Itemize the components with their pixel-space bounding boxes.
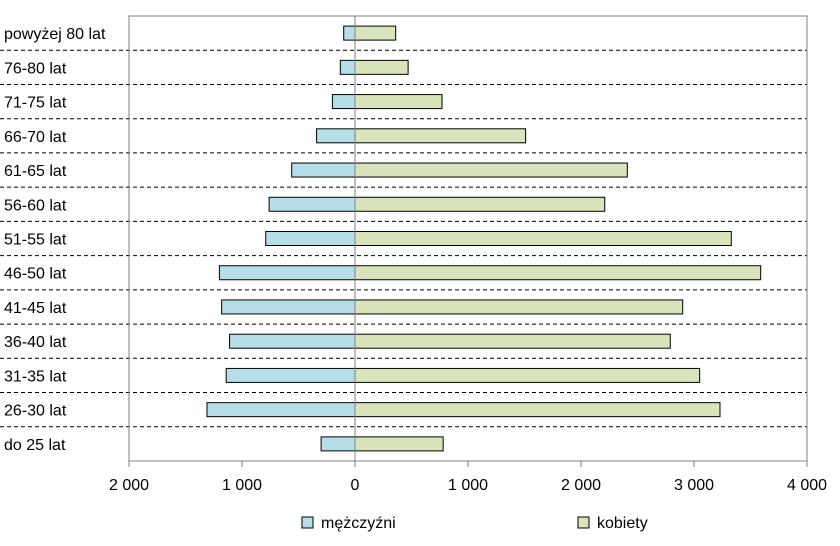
bar-women: [354, 162, 628, 178]
category-label: 61-65 lat: [4, 163, 67, 180]
bar-women: [354, 94, 443, 110]
bar-men: [339, 59, 356, 75]
category-label: 26-30 lat: [4, 403, 67, 420]
category-label: 66-70 lat: [4, 129, 67, 146]
category-label: powyżej 80 lat: [4, 26, 106, 43]
x-tick-label: 2 000: [561, 477, 601, 494]
bar-women: [354, 25, 397, 41]
bars-layer: [206, 25, 762, 452]
legend-swatch: [301, 516, 314, 529]
category-label: 76-80 lat: [4, 60, 67, 77]
bar-men: [229, 333, 356, 349]
bar-men: [291, 162, 356, 178]
bar-men: [221, 299, 356, 315]
bar-women: [354, 196, 606, 212]
bar-men: [225, 367, 356, 383]
x-tick-label: 2 000: [109, 477, 149, 494]
bar-women: [354, 436, 444, 452]
category-label: 56-60 lat: [4, 197, 67, 214]
bar-women: [354, 333, 671, 349]
bar-men: [268, 196, 356, 212]
bar-men: [343, 25, 356, 41]
bar-men: [316, 128, 356, 144]
x-tick-label: 3 000: [674, 477, 714, 494]
tick-labels: 2 000 1 000 0 1 000 2 000 3 000 4 000: [109, 477, 827, 494]
bar-women: [354, 128, 527, 144]
bar-women: [354, 265, 762, 281]
category-label: 51-55 lat: [4, 232, 67, 249]
x-tick-label: 1 000: [222, 477, 262, 494]
bar-women: [354, 299, 684, 315]
legend: mężczyźni kobiety: [301, 515, 648, 532]
legend-label: mężczyźni: [321, 515, 396, 532]
bar-women: [354, 231, 732, 246]
bar-men: [206, 402, 356, 418]
x-tick-label: 1 000: [448, 477, 488, 494]
bar-women: [354, 59, 409, 75]
x-tick-label: 4 000: [787, 477, 827, 494]
category-label: 41-45 lat: [4, 300, 67, 317]
bar-men: [331, 94, 356, 110]
bar-men: [265, 231, 356, 246]
legend-swatch: [577, 516, 590, 529]
x-tick-label: 0: [351, 477, 360, 494]
axis-layer: [128, 15, 808, 467]
category-labels: powyżej 80 lat 76-80 lat 71-75 lat 66-70 la…: [4, 26, 106, 454]
category-label: do 25 lat: [4, 437, 66, 454]
category-label: 46-50 lat: [4, 266, 67, 283]
grid-layer: [0, 49, 807, 428]
category-label: 71-75 lat: [4, 95, 67, 112]
bar-women: [354, 367, 701, 383]
category-label: 31-35 lat: [4, 368, 67, 385]
bar-women: [354, 402, 721, 418]
legend-label: kobiety: [597, 515, 648, 532]
bar-men: [218, 265, 356, 281]
category-label: 36-40 lat: [4, 334, 67, 351]
bar-men: [320, 436, 356, 452]
